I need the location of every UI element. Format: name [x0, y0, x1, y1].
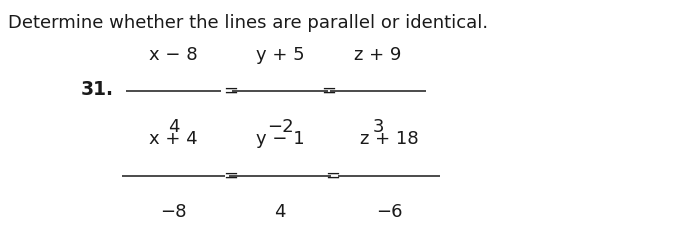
Text: x − 8: x − 8	[149, 46, 198, 64]
Text: Determine whether the lines are parallel or identical.: Determine whether the lines are parallel…	[8, 14, 489, 32]
Text: 31.: 31.	[80, 80, 113, 99]
Text: =: =	[321, 82, 337, 100]
Text: −2: −2	[267, 118, 293, 136]
Text: z + 9: z + 9	[354, 46, 402, 64]
Text: y + 5: y + 5	[256, 46, 304, 64]
Text: 4: 4	[274, 203, 286, 221]
Text: 3: 3	[372, 118, 384, 136]
Text: z + 18: z + 18	[360, 130, 419, 148]
Text: 4: 4	[168, 118, 179, 136]
Text: =: =	[223, 82, 239, 100]
Text: =: =	[223, 167, 239, 185]
Text: −8: −8	[160, 203, 187, 221]
Text: −6: −6	[376, 203, 402, 221]
Text: =: =	[325, 167, 340, 185]
Text: x + 4: x + 4	[149, 130, 198, 148]
Text: y − 1: y − 1	[256, 130, 304, 148]
